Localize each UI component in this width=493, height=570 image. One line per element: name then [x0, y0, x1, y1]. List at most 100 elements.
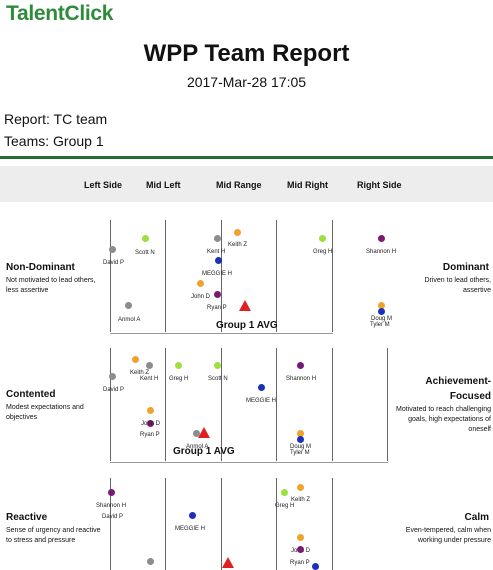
person-label: Greg H [169, 376, 189, 382]
person-label: Greg H [275, 503, 295, 509]
trait-left-desc: Not motivated to lead others, less asser… [6, 277, 96, 294]
grid-line [110, 348, 111, 461]
person-dot[interactable] [297, 436, 304, 443]
person-label: Tyler M [290, 450, 310, 456]
person-dot[interactable] [175, 362, 182, 369]
person-dot[interactable] [147, 558, 154, 565]
person-dot[interactable] [197, 280, 204, 287]
report-timestamp: 2017-Mar-28 17:05 [186, 74, 307, 90]
person-label: David P [103, 260, 125, 266]
column-right-side: Right Side [357, 180, 402, 190]
person-dot[interactable] [214, 362, 221, 369]
person-dot[interactable] [214, 235, 221, 242]
person-dot[interactable] [297, 484, 304, 491]
person-label: Shannon H [96, 503, 127, 509]
person-dot[interactable] [297, 534, 304, 541]
person-dot[interactable] [297, 546, 304, 553]
person-label: Anmol A [118, 317, 141, 323]
person-label: Anmol A [186, 444, 209, 450]
group-average-label: Group 1 AVG [173, 446, 235, 457]
person-dot[interactable] [378, 235, 385, 242]
group-average-marker[interactable] [239, 300, 251, 311]
grid-line [110, 220, 111, 332]
person-label: Doug M [290, 444, 312, 450]
person-label: John D [141, 421, 161, 427]
person-dot[interactable] [109, 246, 116, 253]
person-dot[interactable] [193, 430, 200, 437]
person-dot[interactable] [108, 489, 115, 496]
trait-left-title: Contented [6, 389, 56, 400]
baseline [110, 333, 333, 334]
person-dot[interactable] [258, 384, 265, 391]
person-dot[interactable] [297, 362, 304, 369]
team-name: Teams: Group 1 [4, 133, 104, 149]
grid-line [276, 478, 277, 570]
person-label: Shannon H [286, 376, 317, 382]
trait-right-desc: Motivated to reach challenging goals, hi… [396, 406, 491, 433]
person-dot[interactable] [378, 308, 385, 315]
person-label: Scott N [135, 250, 155, 256]
person-dot[interactable] [147, 407, 154, 414]
grid-line [221, 348, 222, 461]
person-dot[interactable] [234, 229, 241, 236]
person-label: Keith Z [291, 497, 311, 503]
report-name: Report: TC team [4, 111, 108, 127]
person-dot[interactable] [319, 235, 326, 242]
person-label: Keith Z [228, 242, 248, 248]
column-mid-range: Mid Range [216, 180, 262, 190]
brand-logo: TalentClick [6, 2, 114, 25]
column-mid-left: Mid Left [146, 180, 181, 190]
person-label: Ryan P [140, 432, 160, 438]
person-dot[interactable] [189, 512, 196, 519]
person-label: Ryan P [290, 560, 310, 566]
group-average-marker[interactable] [198, 427, 210, 438]
person-label: MEGGIE H [202, 271, 233, 277]
person-label: Kent H [140, 376, 159, 382]
person-label: Keith Z [130, 370, 150, 376]
column-left-side: Left Side [84, 180, 123, 190]
person-label: Scott N [208, 376, 228, 382]
person-label: Doug M [371, 316, 393, 322]
person-dot[interactable] [312, 563, 319, 570]
trait-right-desc: Even-tempered, calm when working under p… [405, 527, 491, 544]
grid-line [332, 478, 333, 570]
baseline [110, 462, 388, 463]
person-dot[interactable] [215, 257, 222, 264]
person-label: Kent H [207, 249, 226, 255]
grid-line [110, 478, 111, 570]
grid-line [276, 348, 277, 461]
header-divider [0, 156, 493, 159]
grid-line [332, 220, 333, 332]
person-dot[interactable] [147, 420, 154, 427]
grid-line [276, 220, 277, 332]
person-dot[interactable] [142, 235, 149, 242]
person-dot[interactable] [125, 302, 132, 309]
person-dot[interactable] [146, 362, 153, 369]
grid-line [165, 348, 166, 461]
trait-right-title-line2: Focused [449, 391, 491, 402]
person-label: Greg H [313, 249, 333, 255]
trait-right-desc: Driven to lead others, assertive [424, 277, 491, 294]
person-dot[interactable] [297, 430, 304, 437]
grid-line [332, 348, 333, 461]
person-label: David P [102, 514, 124, 520]
trait-left-title: Non-Dominant [6, 262, 75, 273]
person-dot[interactable] [109, 373, 116, 380]
grid-line [221, 478, 222, 570]
grid-line [165, 478, 166, 570]
trait-right-title-line1: Achievement- [425, 376, 491, 387]
person-dot[interactable] [132, 356, 139, 363]
person-dot[interactable] [281, 489, 288, 496]
person-dot[interactable] [378, 302, 385, 309]
person-label: Shannon H [366, 249, 397, 255]
grid-line [221, 220, 222, 332]
trait-left-desc: Modest expectations and objectives [6, 404, 84, 421]
person-dot[interactable] [214, 291, 221, 298]
person-label: MEGGIE H [246, 398, 277, 404]
column-mid-right: Mid Right [287, 180, 328, 190]
group-average-marker[interactable] [222, 557, 234, 568]
person-label: John D [191, 294, 211, 300]
person-label: MEGGIE H [175, 526, 206, 532]
trait-left-title: Reactive [6, 512, 48, 523]
group-average-label: Group 1 AVG [216, 320, 278, 331]
